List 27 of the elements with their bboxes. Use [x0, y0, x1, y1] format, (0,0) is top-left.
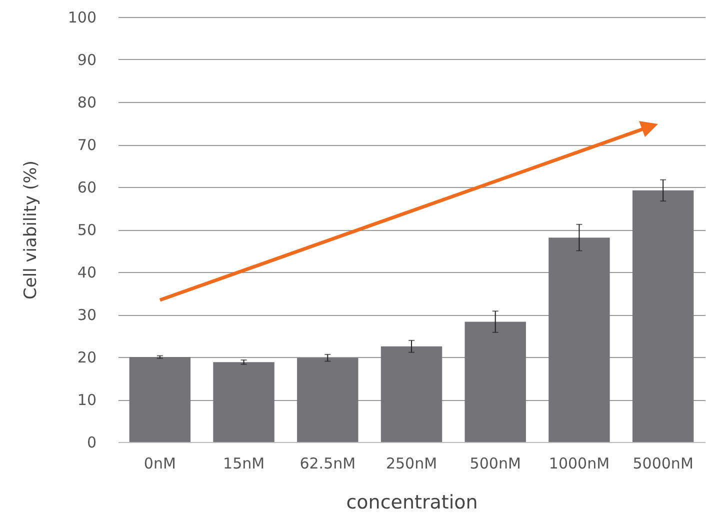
- y-tick-label: 30: [77, 306, 96, 324]
- x-tick-label: 0nM: [144, 454, 176, 472]
- bar: [632, 190, 694, 442]
- y-tick-label: 80: [77, 94, 96, 112]
- bar: [380, 346, 442, 442]
- bar: [464, 322, 526, 442]
- bar: [548, 238, 610, 442]
- y-tick-label: 10: [77, 391, 96, 409]
- y-tick-label: 60: [77, 178, 96, 196]
- x-tick-label: 1000nM: [548, 454, 610, 472]
- bar: [129, 357, 191, 442]
- y-tick-label: 100: [68, 8, 96, 26]
- y-tick-label: 40: [77, 264, 96, 282]
- x-tick-label: 250nM: [386, 454, 438, 472]
- bar: [213, 362, 274, 442]
- x-tick-label: 5000nM: [632, 454, 694, 472]
- y-tick-label: 50: [77, 221, 96, 239]
- x-tick-label: 15nM: [223, 454, 265, 472]
- y-tick-label: 0: [86, 434, 96, 452]
- y-tick-label: 90: [77, 51, 96, 69]
- y-tick-label: 70: [77, 136, 96, 154]
- x-tick-label: 62.5nM: [300, 454, 356, 472]
- y-axis-title: Cell viability (%): [20, 160, 41, 300]
- x-axis-title: concentration: [346, 492, 478, 514]
- x-tick-label: 500nM: [470, 454, 521, 472]
- y-tick-label: 20: [77, 348, 96, 366]
- bar: [297, 358, 358, 442]
